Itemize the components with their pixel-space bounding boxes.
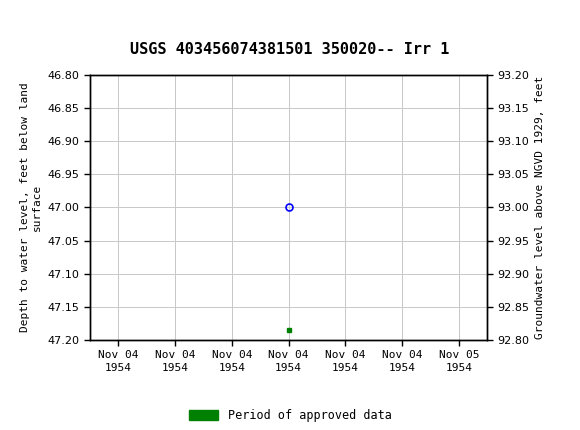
- Text: USGS: USGS: [38, 10, 93, 28]
- Text: ▒: ▒: [7, 8, 24, 30]
- Text: USGS 403456074381501 350020-- Irr 1: USGS 403456074381501 350020-- Irr 1: [130, 42, 450, 57]
- Y-axis label: Depth to water level, feet below land
surface: Depth to water level, feet below land su…: [20, 83, 42, 332]
- Y-axis label: Groundwater level above NGVD 1929, feet: Groundwater level above NGVD 1929, feet: [535, 76, 545, 339]
- Legend: Period of approved data: Period of approved data: [188, 409, 392, 422]
